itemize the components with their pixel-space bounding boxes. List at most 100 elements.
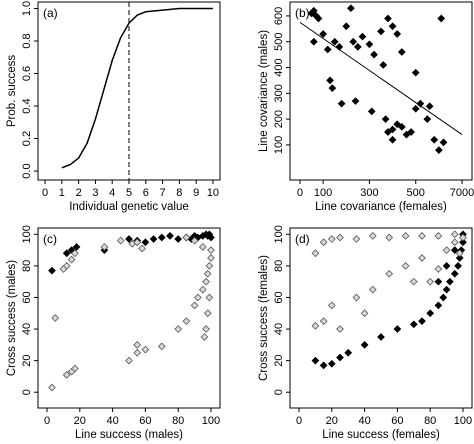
point [314, 14, 323, 23]
point [100, 243, 109, 251]
point [141, 345, 150, 354]
x-tick-label: 9 [193, 187, 199, 199]
x-tick-label: 7 [160, 187, 166, 199]
x-tick-label: 1 [59, 187, 65, 199]
point [200, 333, 209, 341]
y-axis-label: Line covariance (males) [258, 30, 270, 152]
x-axis-label: Line success (females) [322, 429, 440, 441]
x-tick-label: 20 [326, 415, 338, 427]
plot-frame [37, 227, 221, 409]
point [141, 238, 150, 247]
point [309, 37, 318, 46]
point [336, 233, 344, 242]
point [393, 30, 402, 38]
y-tick-label: 80 [273, 260, 285, 272]
panel-label: (c) [43, 232, 57, 246]
x-tick-label: 3 [92, 187, 98, 199]
point [377, 27, 385, 36]
point [459, 238, 467, 247]
point [190, 301, 199, 310]
point [166, 232, 174, 240]
point [388, 22, 397, 31]
y-tick-label: 20 [21, 355, 33, 367]
x-tick-label: 2 [76, 187, 82, 199]
point [381, 115, 390, 123]
x-axis-label: Line covariance (females) [315, 201, 447, 213]
y-tick-label: 0 [273, 389, 285, 395]
y-tick-label: 0.6 [21, 66, 33, 81]
point [48, 266, 56, 275]
x-tick-label: 40 [358, 415, 370, 427]
point [434, 277, 443, 286]
point [379, 61, 388, 69]
point [62, 249, 71, 258]
y-tick-label: 40 [273, 323, 285, 335]
point [439, 293, 448, 302]
point [402, 130, 411, 139]
x-axis-label: Line success (males) [75, 429, 183, 441]
point [335, 43, 344, 51]
point [51, 314, 60, 322]
point [311, 356, 320, 365]
point [409, 320, 418, 329]
point [342, 22, 351, 31]
point [388, 125, 397, 134]
y-tick-label: 400 [273, 58, 285, 76]
point [203, 309, 212, 318]
point [425, 102, 434, 111]
y-tick-label: 20 [273, 355, 285, 367]
y-tick-label: 500 [273, 33, 285, 51]
point [149, 235, 158, 243]
point [450, 246, 459, 254]
point [133, 348, 142, 357]
point [311, 322, 320, 330]
point [198, 243, 207, 251]
point [454, 262, 462, 270]
point [418, 232, 426, 240]
plot-frame [289, 1, 473, 181]
point [455, 249, 464, 258]
point [157, 342, 166, 351]
point [397, 48, 406, 56]
point [182, 233, 191, 242]
point [330, 37, 339, 46]
y-axis-label: Prob. success [6, 55, 18, 127]
point [48, 383, 56, 392]
x-tick-label: 0 [44, 415, 50, 427]
point [347, 4, 355, 13]
point [385, 233, 394, 242]
x-tick-label: 100 [202, 415, 220, 427]
y-tick-label: 0.2 [21, 131, 33, 146]
point [202, 277, 210, 286]
x-tick-label: 100 [314, 187, 332, 199]
point [360, 340, 369, 349]
point [323, 45, 332, 54]
panel-label: (a) [43, 6, 58, 20]
point [62, 370, 71, 379]
point [385, 269, 394, 278]
point [125, 356, 133, 365]
y-tick-label: 0 [21, 389, 33, 395]
point [205, 262, 214, 270]
point [67, 255, 76, 264]
point [411, 104, 420, 113]
point [203, 269, 212, 278]
x-tick-label: 80 [424, 415, 436, 427]
y-tick-label: 300 [273, 84, 285, 102]
point [426, 277, 435, 286]
x-tick-label: 5 [126, 187, 132, 199]
point [450, 238, 459, 247]
point [207, 254, 215, 262]
point [377, 333, 385, 341]
point [319, 30, 327, 38]
point [327, 359, 336, 368]
x-tick-label: 60 [139, 415, 151, 427]
point [116, 236, 125, 245]
point [193, 293, 202, 302]
point [327, 235, 336, 243]
point [411, 68, 420, 77]
point [437, 14, 446, 23]
x-tick-label: 0 [296, 415, 302, 427]
y-axis-label: Cross success (females) [258, 255, 270, 381]
point [442, 285, 451, 294]
